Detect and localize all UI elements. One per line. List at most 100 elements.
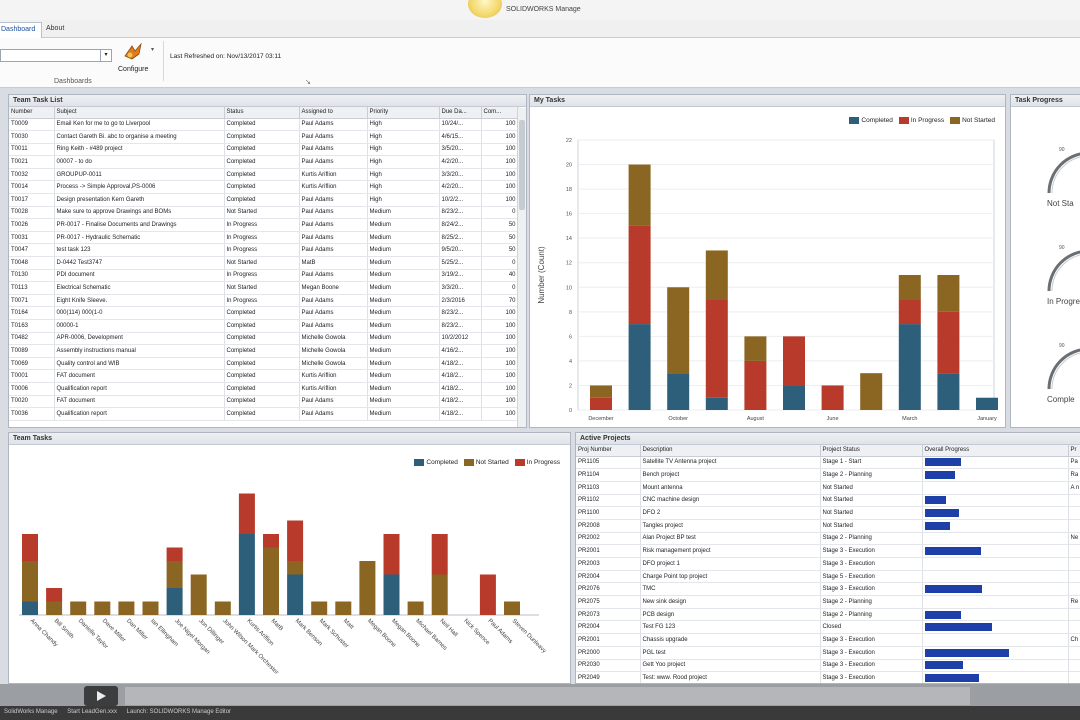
bar-segment-not-started[interactable] xyxy=(190,574,207,616)
table-row[interactable]: PR2004 Charge Point top project Stage 5 - … xyxy=(576,570,1080,584)
bar-segment-in-progress[interactable] xyxy=(166,547,183,562)
bar-segment-not-started[interactable] xyxy=(263,547,279,616)
task-list-scrollbar[interactable] xyxy=(517,108,526,427)
column-header[interactable]: Due Da... xyxy=(439,107,482,119)
bar-segment-not-started[interactable] xyxy=(287,561,304,575)
table-row[interactable]: T0028 Make sure to approve Drawings and B… xyxy=(9,206,519,220)
bar-segment-in-progress[interactable] xyxy=(238,493,255,535)
bar-segment-completed[interactable] xyxy=(667,373,690,410)
bar-segment-not-started[interactable] xyxy=(311,601,328,616)
table-row[interactable]: PR1100 DFO 2 Not Started xyxy=(576,506,1080,520)
taskbar-item[interactable]: Launch: SOLIDWORKS Manage Editor xyxy=(126,709,232,715)
table-row[interactable]: T0113 Electrical Schematic Not Started Mega… xyxy=(9,281,519,295)
bar-segment-in-progress[interactable] xyxy=(46,588,63,602)
column-header[interactable]: Description xyxy=(640,445,821,457)
table-row[interactable]: T0047 test task 123 In Progress Paul Adams M… xyxy=(9,243,519,258)
table-row[interactable]: PR2008 Tangles project Not Started xyxy=(576,519,1080,533)
configure-icon[interactable] xyxy=(122,42,144,62)
bar-segment-completed[interactable] xyxy=(287,574,304,616)
bar-segment-not-started[interactable] xyxy=(46,601,63,616)
bar-segment-not-started[interactable] xyxy=(214,601,231,616)
table-row[interactable]: PR2030 Gett Yoo project Stage 3 - Executio… xyxy=(576,659,1080,673)
chevron-down-icon[interactable]: ▾ xyxy=(100,50,111,61)
table-row[interactable]: PR2001 Chassis upgrade Stage 3 - Execution… xyxy=(576,633,1080,647)
tab-about[interactable]: About xyxy=(46,25,65,32)
bar-segment-in-progress[interactable] xyxy=(590,397,612,410)
bar-segment-in-progress[interactable] xyxy=(744,360,767,410)
table-row[interactable]: T0069 Quality control and WIB Completed Mic… xyxy=(9,357,519,371)
bar-segment-not-started[interactable] xyxy=(22,561,38,602)
table-row[interactable]: PR2002 Alan Project BP test Stage 2 - Plan… xyxy=(576,532,1080,546)
bar-segment-not-started[interactable] xyxy=(937,275,960,312)
bar-segment-completed[interactable] xyxy=(22,601,38,616)
bar-segment-completed[interactable] xyxy=(383,574,400,616)
table-row[interactable]: T0482 APR-0006, Development Completed Miche… xyxy=(9,332,519,346)
bar-segment-not-started[interactable] xyxy=(431,574,448,616)
table-row[interactable]: T0021 00007 - to do Completed Paul Adams Hig… xyxy=(9,155,519,169)
bar-segment-in-progress[interactable] xyxy=(479,574,496,616)
column-header[interactable]: Overall Progress xyxy=(922,445,1069,457)
table-row[interactable]: T0031 PR-0017 - Hydraulic Schematic In Pro… xyxy=(9,231,519,245)
taskbar-item[interactable]: Start LeadGen.xxx xyxy=(67,709,117,715)
bar-segment-completed[interactable] xyxy=(976,397,998,410)
bar-segment-not-started[interactable] xyxy=(118,601,135,616)
table-row[interactable]: T0017 Design presentation Kern Gareth Comp… xyxy=(9,193,519,207)
table-row[interactable]: PR2073 PCB design Stage 2 - Planning xyxy=(576,608,1080,622)
bar-segment-completed[interactable] xyxy=(783,385,805,410)
table-row[interactable]: T0001 FAT document Completed Kurtis Ariflio… xyxy=(9,369,519,383)
bar-segment-completed[interactable] xyxy=(166,588,183,615)
bar-segment-not-started[interactable] xyxy=(705,250,728,300)
bar-segment-not-started[interactable] xyxy=(94,601,111,616)
bar-segment-in-progress[interactable] xyxy=(383,534,400,575)
table-row[interactable]: PR2049 Test: www. Rood project Stage 3 - E… xyxy=(576,671,1080,683)
seek-bar[interactable] xyxy=(125,687,970,705)
table-row[interactable]: T0089 Assembly instructions manual Complet… xyxy=(9,344,519,358)
bar-segment-not-started[interactable] xyxy=(407,601,424,616)
table-row[interactable]: T0020 FAT document Completed Paul Adams Medi… xyxy=(9,395,519,409)
bar-segment-not-started[interactable] xyxy=(335,601,352,616)
column-header[interactable]: Subject xyxy=(54,107,225,119)
tab-dashboard[interactable]: Dashboard xyxy=(0,22,43,38)
column-header[interactable]: Assigned to xyxy=(299,107,368,119)
table-row[interactable]: PR2075 New sink design Stage 2 - Planning R… xyxy=(576,595,1080,609)
bar-segment-in-progress[interactable] xyxy=(431,534,448,575)
scrollbar-thumb[interactable] xyxy=(519,120,525,210)
bar-segment-in-progress[interactable] xyxy=(937,311,960,374)
table-row[interactable]: PR1102 CNC machine design Not Started xyxy=(576,494,1080,508)
dialog-launcher-icon[interactable]: ↘ xyxy=(305,79,311,86)
bar-segment-in-progress[interactable] xyxy=(628,225,651,325)
table-row[interactable]: T0030 Contact Gareth Bi. abc to organise … xyxy=(9,130,519,144)
table-row[interactable]: T0071 Eight Knife Sleeve. In Progress Paul … xyxy=(9,294,519,308)
table-row[interactable]: PR2076 TMC Stage 3 - Execution xyxy=(576,582,1080,597)
bar-segment-not-started[interactable] xyxy=(860,373,883,410)
table-row[interactable]: T0011 Ring Keith - #489 project Completed P… xyxy=(9,143,519,157)
bar-segment-not-started[interactable] xyxy=(744,336,767,361)
table-row[interactable]: PR2000 PGL test Stage 3 - Execution xyxy=(576,646,1080,660)
bar-segment-in-progress[interactable] xyxy=(287,520,304,562)
table-row[interactable]: PR2004 Test FG 123 Closed xyxy=(576,620,1080,635)
bar-segment-not-started[interactable] xyxy=(898,275,921,300)
table-row[interactable]: T0014 Process -> Simple Approval,PS-0006 C… xyxy=(9,180,519,195)
table-row[interactable]: PR1104 Bench project Stage 2 - Planning Ra xyxy=(576,468,1080,482)
dashboard-select[interactable]: ▾ xyxy=(0,49,112,62)
bar-segment-not-started[interactable] xyxy=(504,601,520,616)
table-row[interactable]: PR1103 Mount antenna Not Started A n xyxy=(576,481,1080,495)
column-header[interactable]: Priority xyxy=(367,107,440,119)
configure-dropdown-icon[interactable]: ▾ xyxy=(151,47,155,53)
column-header[interactable]: Com... xyxy=(481,107,519,119)
taskbar-item[interactable]: SolidWorks Manage xyxy=(4,709,58,715)
bar-segment-completed[interactable] xyxy=(628,324,651,410)
bar-segment-not-started[interactable] xyxy=(667,287,690,374)
configure-button[interactable]: Configure xyxy=(118,66,149,73)
column-header[interactable]: Number xyxy=(9,107,55,119)
bar-segment-not-started[interactable] xyxy=(166,561,183,588)
bar-segment-not-started[interactable] xyxy=(359,561,376,615)
column-header[interactable]: Proj Number xyxy=(576,445,641,457)
column-header[interactable]: Pr xyxy=(1068,445,1080,457)
bar-segment-not-started[interactable] xyxy=(70,601,87,616)
bar-segment-completed[interactable] xyxy=(705,397,728,410)
table-row[interactable]: T0009 Email Ken for me to go to Liverpool… xyxy=(9,118,519,132)
table-row[interactable]: T0164 000(114) 000(1-0 Completed Paul Adams… xyxy=(9,306,519,320)
table-row[interactable]: T0048 D-0442 Test3747 Not Started MatB Mediu… xyxy=(9,256,519,270)
bar-segment-not-started[interactable] xyxy=(590,385,612,398)
